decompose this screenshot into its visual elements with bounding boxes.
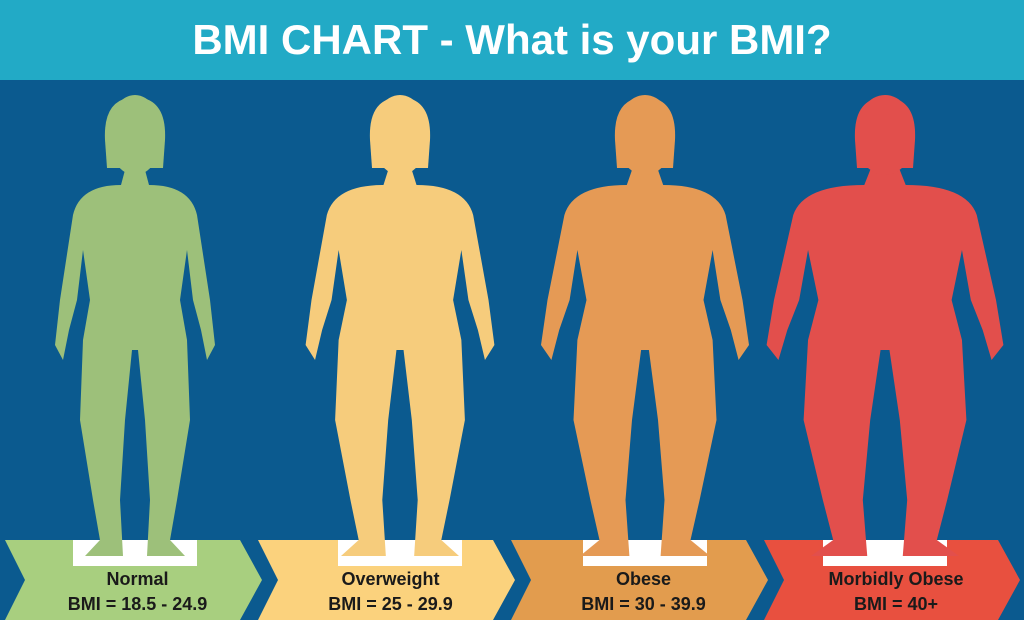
silhouette — [766, 95, 1004, 556]
header-bar — [0, 0, 1024, 80]
category: Normal BMI = 18.5 - 24.9 — [5, 95, 262, 620]
category-label: Obese — [616, 569, 671, 589]
banner — [5, 540, 262, 620]
bmi-range: BMI = 40+ — [854, 594, 938, 614]
category-label: Overweight — [341, 569, 439, 589]
header-title: BMI CHART - What is your BMI? — [192, 16, 831, 63]
category: Obese BMI = 30 - 39.9 — [511, 95, 768, 620]
hair — [369, 97, 431, 168]
category: Morbidly Obese BMI = 40+ — [764, 95, 1020, 620]
silhouette — [305, 95, 495, 556]
body — [55, 170, 215, 556]
bmi-range: BMI = 18.5 - 24.9 — [68, 594, 208, 614]
category-label: Morbidly Obese — [828, 569, 963, 589]
silhouette — [541, 95, 749, 556]
hair — [854, 97, 916, 168]
category: Overweight BMI = 25 - 29.9 — [258, 95, 515, 620]
body — [766, 170, 1004, 556]
silhouette — [55, 95, 215, 556]
body — [541, 170, 749, 556]
bmi-range: BMI = 25 - 29.9 — [328, 594, 453, 614]
hair — [614, 97, 676, 168]
bmi-range: BMI = 30 - 39.9 — [581, 594, 706, 614]
category-label: Normal — [106, 569, 168, 589]
body — [305, 170, 495, 556]
hair — [104, 97, 166, 168]
